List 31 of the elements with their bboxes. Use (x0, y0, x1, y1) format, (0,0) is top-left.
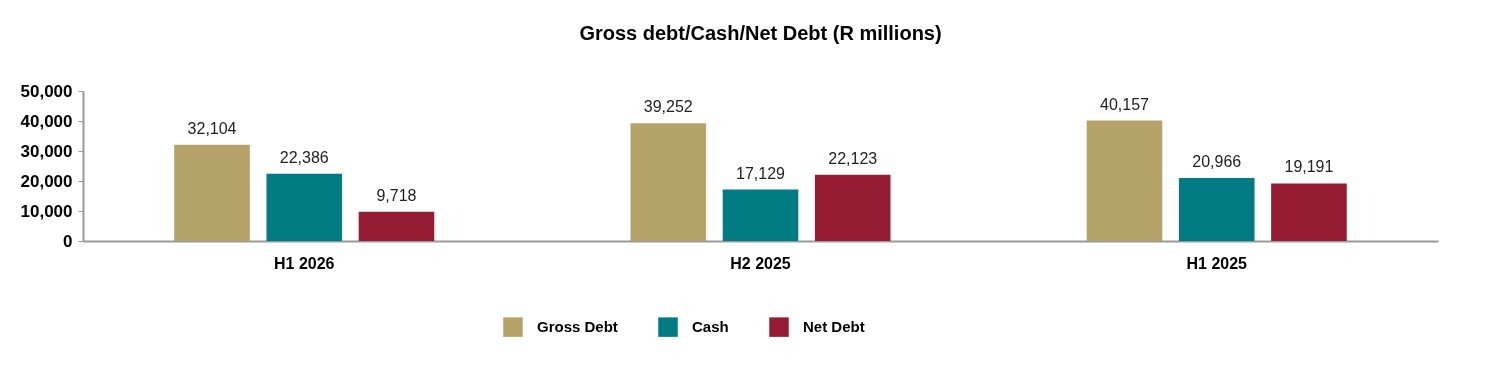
y-tick-label: 20,000 (20, 171, 73, 191)
bar (266, 173, 343, 241)
data-label: 32,104 (187, 119, 237, 137)
legend-label: Gross Debt (537, 318, 618, 336)
data-label: 40,157 (1100, 95, 1150, 113)
data-label: 9,718 (376, 186, 417, 204)
y-tick-label: 40,000 (20, 111, 73, 131)
x-tick-label: H2 2025 (730, 254, 791, 272)
y-tick-label: 50,000 (20, 81, 73, 101)
bar (174, 144, 250, 241)
legend-label: Cash (692, 318, 729, 336)
data-label: 20,966 (1192, 153, 1242, 171)
x-tick-label: H1 2026 (274, 254, 335, 272)
bar (630, 123, 707, 241)
data-label: 39,252 (643, 98, 693, 116)
bar (1271, 183, 1347, 241)
y-tick-label: 0 (63, 231, 73, 251)
bar (1178, 178, 1255, 241)
data-label: 19,191 (1284, 158, 1334, 176)
bar (814, 174, 891, 241)
bar (1086, 120, 1163, 241)
legend-label: Net Debt (803, 318, 865, 336)
x-tick-label: H1 2025 (1186, 254, 1248, 272)
data-label: 17,129 (736, 164, 786, 182)
chart-title: Gross debt/Cash/Net Debt (R millions) (579, 22, 942, 44)
y-tick-label: 30,000 (20, 141, 73, 161)
bar (722, 189, 799, 241)
data-label: 22,386 (279, 148, 329, 166)
y-tick-label: 10,000 (20, 201, 73, 221)
bar (358, 211, 435, 241)
data-label: 22,123 (828, 149, 878, 167)
